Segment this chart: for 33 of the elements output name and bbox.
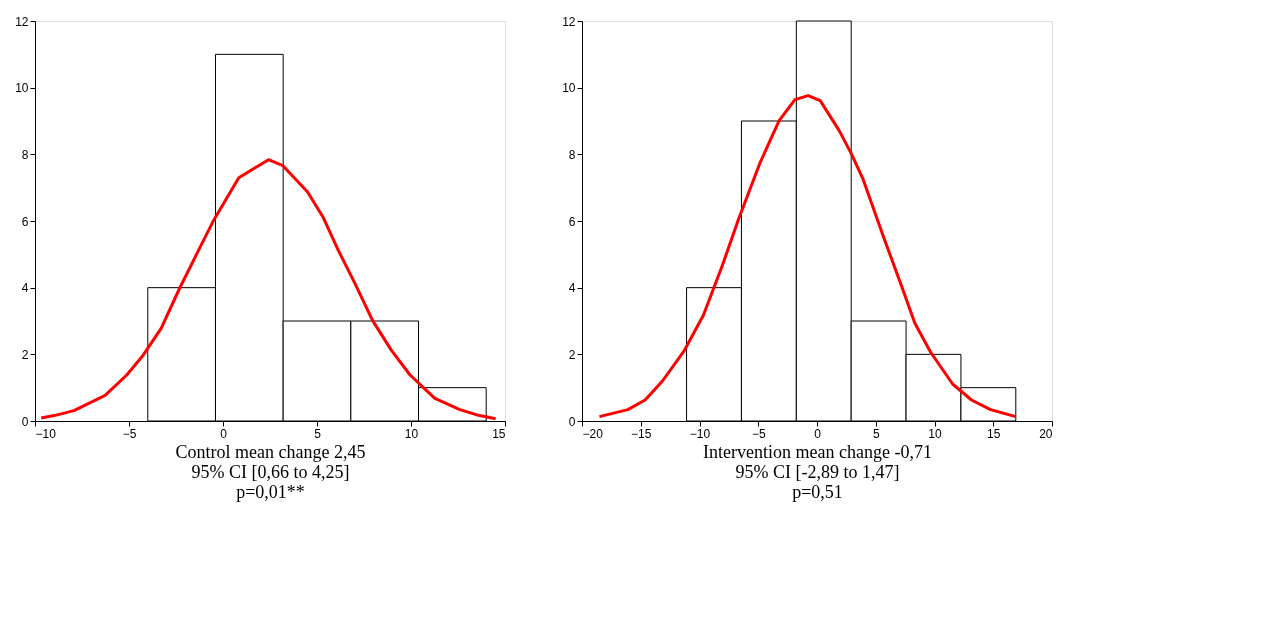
y-tick-label: 10 [15,81,29,96]
x-tick-label: −10 [35,426,57,441]
x-tick-label: −20 [582,426,604,441]
line-series [597,94,1018,419]
x-tick-label: 10 [404,426,419,441]
y-tick-label: 2 [21,347,29,362]
y-tick-label: 12 [15,14,29,29]
y-tick-label: 4 [568,281,576,296]
x-tick-label: −5 [751,426,766,441]
y-tick-label: 6 [21,214,29,229]
x-tick-label: 20 [1039,426,1053,441]
x-tick-label: 10 [928,426,942,441]
x-tick-label: −10 [689,426,711,441]
x-tick-label: 15 [492,426,506,441]
y-tick-label: 0 [568,414,576,429]
x-tick-label: 15 [987,426,1001,441]
y-tick-label: 6 [568,214,576,229]
x-tick-label: 5 [872,426,880,441]
y-tick-label: 4 [21,281,29,296]
x-tick-label: 0 [220,426,228,441]
y-tick-label: 10 [562,81,576,96]
line-series [39,158,498,421]
y-tick-label: 8 [568,147,576,162]
y-tick-label: 0 [21,414,29,429]
y-tick-label: 12 [562,14,576,29]
x-tick-label: 5 [314,426,322,441]
y-tick-label: 8 [21,147,29,162]
x-axis-title: Intervention mean change -0,71 95% CI [-2,89 to 1,47] p=0,51 [703,441,932,502]
x-axis-title: Control mean change 2,45 95% CI [0,66 to 4,25] p=0,01** [175,441,366,502]
x-tick-label: −5 [122,426,137,441]
x-tick-label: −15 [631,426,652,441]
y-tick-label: 2 [568,347,576,362]
x-tick-label: 0 [814,426,822,441]
